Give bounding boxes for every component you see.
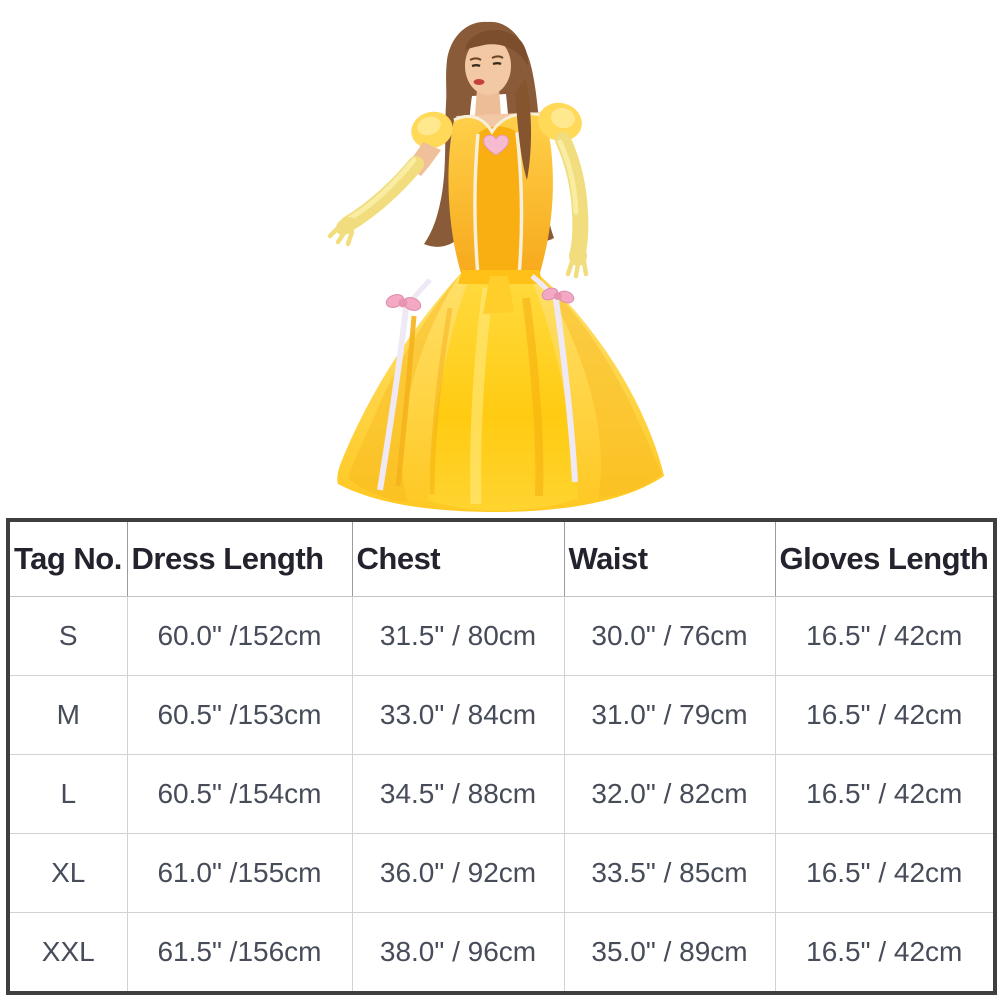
waist-cell: 31.0" / 79cm (564, 675, 776, 755)
column-header-gloves-length: Gloves Length (775, 520, 995, 597)
gloves-length-cell: 16.5" / 42cm (775, 596, 995, 676)
gloves-length-cell: 16.5" / 42cm (806, 936, 963, 967)
dress-length-cell: 60.5" /153cm (127, 675, 353, 755)
waist-cell: 35.0" / 89cm (564, 912, 776, 993)
left-hip-bow (385, 294, 422, 311)
size-row-l: L 60.5" /154cm 34.5" / 88cm 32.0" / 82cm… (8, 754, 995, 834)
chest-cell: 36.0" / 92cm (352, 833, 565, 913)
column-header-tag-no: Tag No. (8, 520, 128, 597)
size-tag-cell: XL (8, 833, 128, 913)
gloves-length-cell: 16.5" / 42cm (775, 833, 995, 913)
product-photo (320, 8, 680, 513)
left-glove (327, 142, 441, 247)
size-tag-cell: M (8, 675, 128, 755)
chest-cell: 33.0" / 84cm (352, 675, 565, 755)
costume-model-illustration (327, 21, 664, 512)
size-chart-header-row: Tag No. Dress Length Chest Waist Gloves … (8, 520, 995, 597)
size-row-xl: XL 61.0" /155cm 36.0" / 92cm 33.5" / 85c… (8, 833, 995, 913)
dress-length-cell: 60.0" /152cm (127, 596, 353, 676)
puff-sleeves (411, 102, 582, 149)
waist-cell: 32.0" / 82cm (564, 754, 776, 834)
heart-brooch (483, 134, 509, 156)
size-tag-cell: XXL (8, 912, 128, 993)
size-row-s: S 60.0" /152cm 31.5" / 80cm 30.0" / 76cm… (8, 596, 995, 676)
size-row-xxl: XXL 61.5" /156cm 38.0" / 96cm 35.0" / 89… (8, 912, 995, 993)
dress-length-cell: 61.0" /155cm (127, 833, 353, 913)
model-hair-strand (515, 78, 532, 180)
size-tag-cell: S (8, 596, 128, 676)
right-glove (555, 132, 589, 279)
waist-cell: 30.0" / 76cm (564, 596, 776, 676)
gloves-length-cell: 16.5" / 42cm (775, 675, 995, 755)
chest-cell: 31.5" / 80cm (352, 596, 565, 676)
column-header-waist: Waist (564, 520, 776, 597)
dress-length-cell: 61.5" /156cm (127, 912, 353, 993)
column-header-dress-length: Dress Length (127, 520, 353, 597)
size-chart-table: Tag No. Dress Length Chest Waist Gloves … (6, 518, 997, 995)
chest-cell: 38.0" / 96cm (352, 912, 565, 993)
model-face (465, 37, 511, 95)
size-tag-cell: L (8, 754, 128, 834)
right-hip-bow (541, 287, 575, 304)
dress-length-cell: 60.5" /154cm (127, 754, 353, 834)
waist-cell: 33.5" / 85cm (564, 833, 776, 913)
costume-bodice (448, 112, 553, 277)
size-row-m: M 60.5" /153cm 33.0" / 84cm 31.0" / 79cm… (8, 675, 995, 755)
ball-gown-skirt (337, 270, 664, 512)
model-hair-front (465, 29, 528, 66)
column-header-chest: Chest (352, 520, 565, 597)
chest-cell: 34.5" / 88cm (352, 754, 565, 834)
gloves-length-cell: 16.5" / 42cm (775, 754, 995, 834)
